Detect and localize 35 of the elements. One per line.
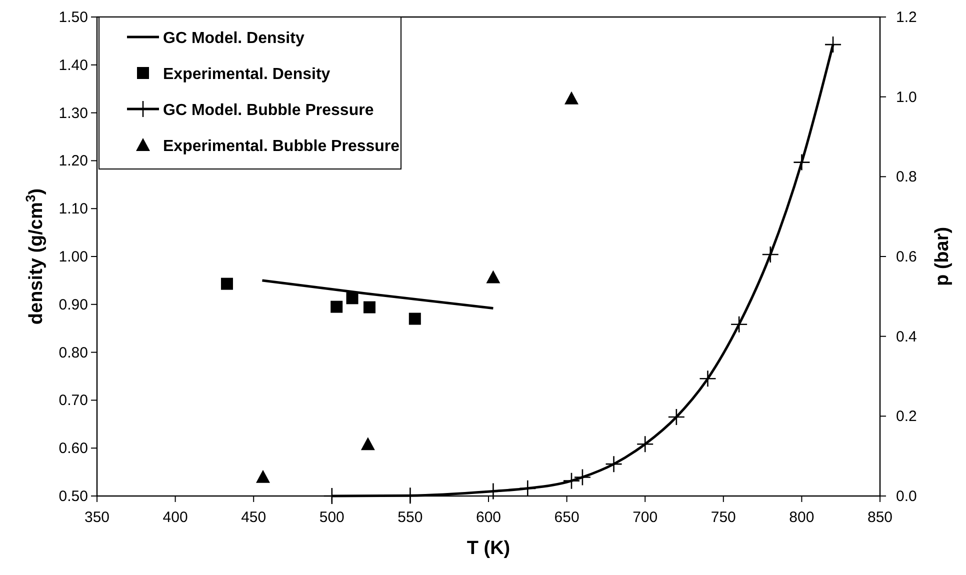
y2-tick-label: 0.6	[896, 248, 917, 266]
legend-label: Experimental. Density	[163, 66, 330, 83]
y2-tick-label: 1.2	[896, 9, 917, 26]
x-tick-label: 600	[476, 509, 502, 526]
y-tick-label: 1.20	[58, 152, 88, 170]
y2-axis-title: p (bar)	[932, 226, 953, 286]
y2-tick-label: 1.0	[896, 88, 917, 106]
legend-label: GC Model. Density	[163, 30, 304, 47]
y-tick-label: 0.50	[58, 488, 88, 505]
y2-tick-label: 0.2	[896, 408, 917, 426]
y-tick-label: 1.00	[58, 248, 88, 266]
x-tick-label: 500	[319, 509, 344, 526]
y2-tick-label: 0.0	[896, 488, 917, 505]
legend-label: Experimental. Bubble Pressure	[163, 138, 400, 155]
y-tick-label: 1.40	[58, 56, 88, 74]
y-tick-label: 0.90	[58, 296, 88, 314]
x-tick-label: 400	[162, 509, 188, 526]
x-tick-label: 650	[554, 509, 580, 526]
y-tick-label: 0.60	[58, 440, 88, 458]
y-tick-label: 1.30	[58, 104, 88, 122]
y-tick-label: 1.10	[58, 200, 88, 218]
x-tick-label: 350	[84, 509, 110, 526]
legend-label: GC Model. Bubble Pressure	[163, 102, 374, 119]
y2-tick-label: 0.4	[896, 328, 917, 346]
x-tick-label: 450	[241, 509, 266, 526]
x-tick-label: 550	[398, 509, 423, 526]
y2-tick-label: 0.8	[896, 168, 917, 186]
x-axis-title: T (K)	[466, 538, 510, 559]
x-tick-label: 800	[789, 509, 814, 526]
y-tick-label: 0.80	[58, 344, 88, 362]
x-tick-label: 700	[632, 509, 658, 526]
y-tick-label: 0.70	[58, 392, 88, 410]
x-tick-label: 750	[710, 509, 736, 526]
y-tick-label: 1.50	[58, 9, 88, 26]
x-tick-label: 850	[867, 509, 893, 526]
